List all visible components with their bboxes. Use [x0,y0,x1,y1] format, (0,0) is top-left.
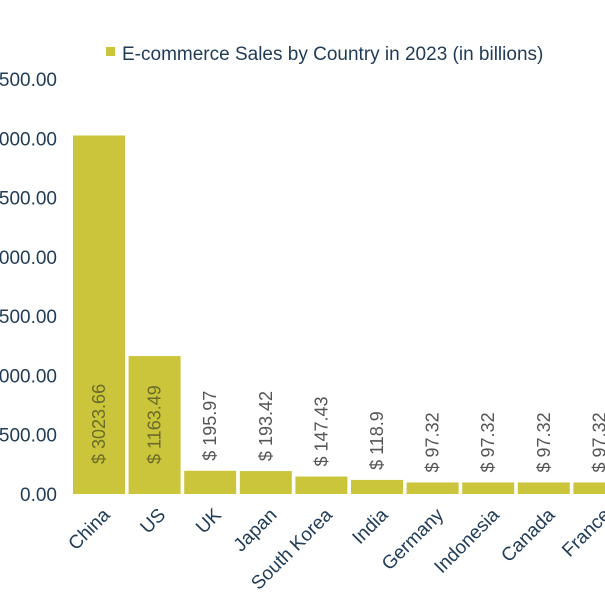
y-tick-label: 1000.00 [0,366,57,387]
x-tick-label: US [137,505,171,539]
x-tick-label: Japan [230,505,281,556]
bar [462,482,515,494]
legend: E-commerce Sales by Country in 2023 (in … [106,44,543,65]
x-tick-label: France [558,505,605,562]
bar [406,482,459,494]
data-label: $ 195.97 [200,391,220,461]
data-label: $ 118.9 [367,411,387,470]
bar [73,135,125,494]
bar [517,482,570,494]
data-label: $ 97.32 [478,412,498,472]
bar [351,479,403,494]
data-label: $ 97.32 [423,412,443,472]
y-tick-label: 2000.00 [0,248,57,269]
x-tick-label: India [349,504,393,548]
bar [239,471,292,494]
data-label: $ 193.42 [256,391,276,461]
x-tick-label: UK [192,504,226,538]
y-tick-label: 1500.00 [0,307,57,328]
legend-label: E-commerce Sales by Country in 2023 (in … [122,44,543,65]
bar [128,356,181,494]
bar [573,482,605,494]
data-label: $ 147.43 [311,396,331,466]
bar [184,470,237,494]
data-label: $ 97.32 [534,412,554,472]
y-axis: 0.00 500.00 1000.00 1500.00 2000.00 2500.00 30… [0,70,57,506]
data-label: $ 1163.49 [145,385,165,464]
y-tick-label: 500.00 [0,426,57,447]
y-tick-label: 0.00 [20,485,57,506]
data-labels: $ 3023.66 $ 1163.49 $ 195.97 $ 193.42 $ 147.… [89,384,605,473]
y-tick-label: 3000.00 [0,129,57,150]
x-tick-label: China [65,504,115,554]
bars [73,135,605,494]
y-tick-label: 3500.00 [0,70,57,91]
data-label: $ 3023.66 [89,384,109,464]
data-label: $ 97.32 [589,412,605,472]
y-tick-label: 2500.00 [0,189,57,210]
legend-swatch [106,47,115,56]
x-tick-label: Canada [497,504,559,566]
bar [295,476,348,494]
